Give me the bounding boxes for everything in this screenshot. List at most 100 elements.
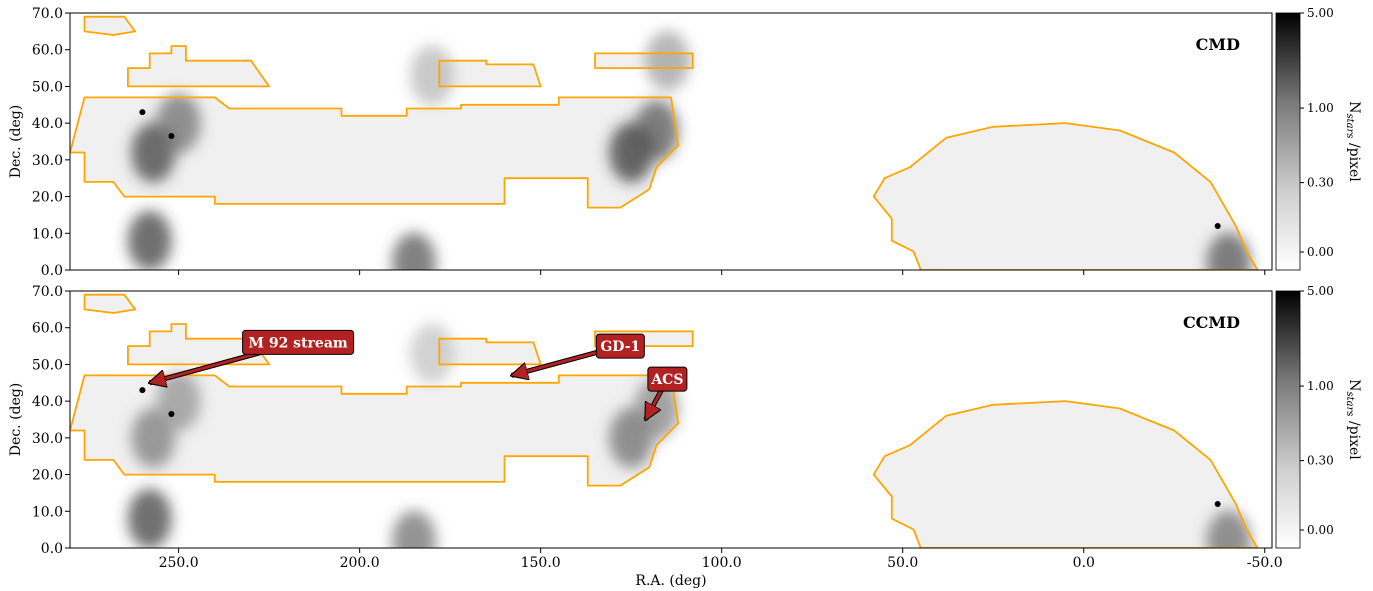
- footprint-fill: [84, 294, 136, 313]
- colorbar-label: Nstars /pixel: [1344, 101, 1362, 182]
- point-source: [1214, 222, 1221, 229]
- y-tick-label: 0.0: [41, 263, 63, 279]
- density-blob: [391, 232, 436, 270]
- footprint-outline: [70, 374, 680, 487]
- density-blob: [127, 210, 172, 270]
- annotation-box: [242, 329, 355, 355]
- annotation-acs: ACS: [643, 366, 688, 419]
- y-tick-label: 50.0: [32, 79, 63, 95]
- x-tick-label: -50.0: [1247, 555, 1283, 571]
- footprint-fill: [439, 60, 541, 87]
- point-source: [1214, 500, 1221, 507]
- colorbar-tick-label: 5.00: [1307, 6, 1334, 20]
- x-tick-label: 50.0: [887, 555, 918, 571]
- colorbar-label-base: N: [1346, 101, 1362, 113]
- density-blob: [410, 323, 455, 384]
- footprint-outline: [438, 337, 542, 366]
- y-tick-label: 10.0: [32, 504, 63, 520]
- y-tick-label: 30.0: [32, 153, 63, 169]
- colorbar-label-tail: /pixel: [1346, 417, 1362, 461]
- colorbar-tick-label: 0.30: [1307, 454, 1334, 468]
- colorbar-label-base: N: [1346, 379, 1362, 391]
- colorbar-tick-label: 0.00: [1307, 523, 1334, 537]
- axes-frame: [69, 12, 1273, 271]
- density-blob: [634, 100, 679, 161]
- y-tick-label: 20.0: [32, 468, 63, 484]
- annotation-gd-1: GD-1: [512, 333, 645, 375]
- y-tick-label: 60.0: [32, 43, 63, 59]
- annotation-m-92-stream: M 92 stream: [150, 329, 355, 382]
- density-blob: [391, 510, 436, 548]
- footprint-outline: [83, 293, 137, 314]
- colorbar-label: Nstars /pixel: [1344, 379, 1362, 460]
- colorbar-tick-label: 1.00: [1307, 101, 1334, 115]
- x-tick-label: 150.0: [521, 555, 561, 571]
- colorbar-scale: [1275, 12, 1301, 271]
- footprint-fill: [70, 375, 679, 486]
- density-blob: [1206, 510, 1251, 548]
- y-axis-label: Dec. (deg): [8, 105, 24, 178]
- panel-ccmd: 0.0 10.0 20.0 30.0 40.0 50.0 60.0 70.0 250.0 200.…: [8, 284, 1362, 589]
- footprint-outline: [594, 330, 694, 347]
- plot-area: [70, 15, 1259, 270]
- panel-cmd: 0.0 10.0 20.0 30.0 40.0 50.0 60.0 70.0 Dec. (deg…: [8, 6, 1362, 279]
- y-tick-label: 70.0: [32, 6, 63, 22]
- point-source: [168, 410, 175, 417]
- footprint-fill: [439, 338, 541, 365]
- y-tick-label: 30.0: [32, 431, 63, 447]
- y-tick-label: 40.0: [32, 116, 63, 132]
- annotation-box: [595, 333, 645, 359]
- x-tick-label: 0.0: [1073, 555, 1095, 571]
- density-blob: [156, 93, 201, 154]
- annotation-label: GD-1: [600, 339, 640, 355]
- x-tick-label: 100.0: [702, 555, 742, 571]
- footprint-outline: [872, 122, 1259, 270]
- colorbar-tick-label: 5.00: [1307, 284, 1334, 298]
- x-tick-label: 250.0: [159, 555, 199, 571]
- panel-label: CCMD: [1183, 313, 1240, 332]
- colorbar-label-sub: stars: [1344, 391, 1355, 416]
- density-blob: [127, 488, 172, 548]
- footprint-fill: [873, 401, 1258, 548]
- x-tick-label: 200.0: [340, 555, 380, 571]
- colorbar-scale: [1275, 290, 1301, 549]
- footprint-outline: [127, 45, 270, 88]
- point-source: [168, 132, 175, 139]
- point-source: [139, 387, 146, 394]
- y-tick-label: 50.0: [32, 357, 63, 373]
- annotation-label: ACS: [650, 372, 683, 388]
- y-tick-label: 0.0: [41, 541, 63, 557]
- footprint-outline: [594, 52, 694, 69]
- footprint-fill: [70, 97, 679, 208]
- colorbar: 5.00 1.00 0.30 0.00 Nstars /pixel: [1275, 6, 1362, 271]
- footprint-outline: [438, 59, 542, 88]
- density-blob: [1206, 232, 1251, 270]
- footprint-fill: [127, 46, 270, 87]
- footprint-outline: [83, 15, 137, 36]
- footprint-outline: [70, 96, 680, 209]
- colorbar-tick-label: 1.00: [1307, 379, 1334, 393]
- annotation-box: [647, 366, 688, 392]
- y-tick-label: 60.0: [32, 321, 63, 337]
- density-blob: [645, 30, 690, 91]
- density-blob: [410, 45, 455, 106]
- y-tick-label: 20.0: [32, 190, 63, 206]
- y-tick-label: 10.0: [32, 226, 63, 242]
- point-source: [139, 109, 146, 116]
- y-tick-label: 40.0: [32, 394, 63, 410]
- footprint-fill: [873, 123, 1258, 270]
- colorbar: 5.00 1.00 0.30 0.00 Nstars /pixel: [1275, 284, 1362, 549]
- footprint-fill: [127, 324, 270, 365]
- annotation-label: M 92 stream: [248, 335, 347, 351]
- panel-label: CMD: [1196, 35, 1240, 54]
- plot-area: [70, 293, 1259, 548]
- footprint-fill: [84, 16, 136, 35]
- colorbar-label-tail: /pixel: [1346, 139, 1362, 183]
- colorbar-label-sub: stars: [1344, 113, 1355, 138]
- footprint-outline: [872, 400, 1259, 548]
- colorbar-tick-label: 0.00: [1307, 245, 1334, 259]
- axes-frame: [69, 290, 1273, 549]
- x-axis-label: R.A. (deg): [635, 573, 706, 589]
- colorbar-tick-label: 0.30: [1307, 176, 1334, 190]
